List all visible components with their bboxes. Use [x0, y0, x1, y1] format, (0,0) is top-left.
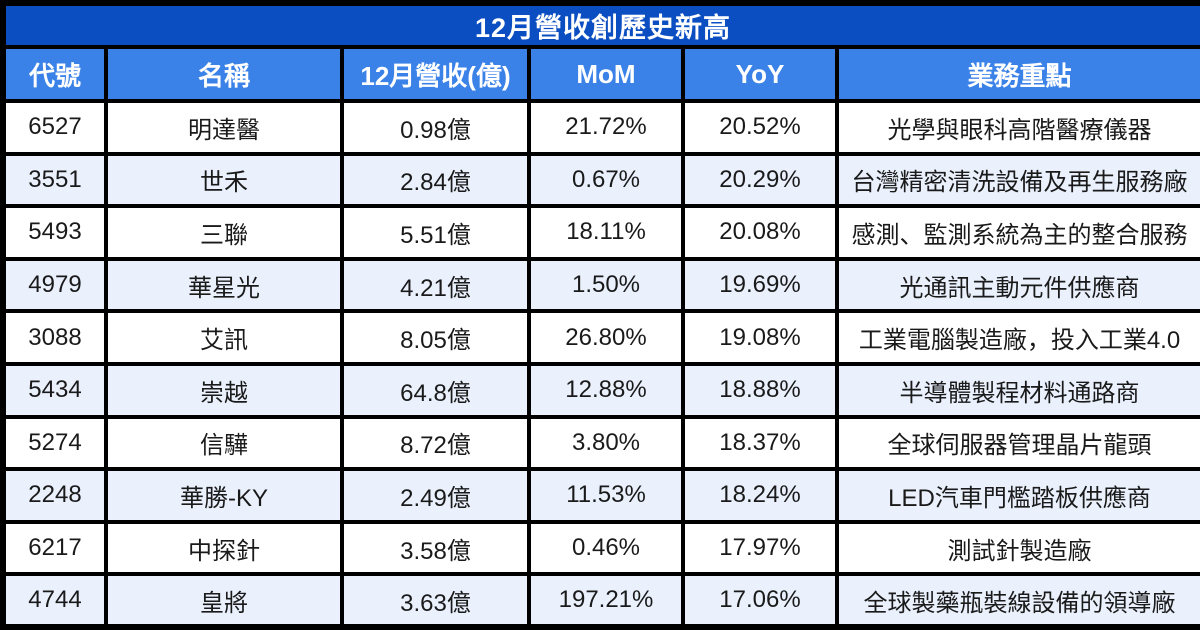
table-cell: 全球伺服器管理晶片龍頭 — [834, 414, 1200, 472]
table-cell: 20.29% — [681, 151, 839, 209]
table-cell: 18.24% — [681, 467, 839, 524]
column-header: MoM — [527, 45, 685, 103]
table-cell: 1.50% — [527, 256, 685, 314]
table-cell: 3551 — [1, 151, 108, 209]
table-cell: 19.69% — [681, 256, 839, 314]
table-cell: 三聯 — [104, 204, 344, 261]
table-cell: 華勝-KY — [104, 467, 344, 524]
table-cell: 崇越 — [104, 361, 344, 419]
table-cell: 17.06% — [681, 572, 839, 629]
table-cell: 光通訊主動元件供應商 — [834, 256, 1200, 314]
table-cell: 18.88% — [681, 361, 839, 419]
table-cell: 5493 — [1, 204, 108, 261]
column-header: 代號 — [1, 45, 108, 103]
table-cell: 17.97% — [681, 519, 839, 577]
table-cell: 台灣精密清洗設備及再生服務廠 — [834, 151, 1200, 209]
table-cell: 6527 — [1, 99, 108, 156]
table-cell: 4744 — [1, 572, 108, 629]
table-cell: 明達醫 — [104, 99, 344, 156]
table-cell: 18.11% — [527, 204, 685, 261]
table-cell: 工業電腦製造廠，投入工業4.0 — [834, 309, 1200, 366]
table-cell: 4.21億 — [340, 256, 531, 314]
table-cell: 8.05億 — [340, 309, 531, 366]
column-header: 名稱 — [104, 45, 344, 103]
column-header: 業務重點 — [834, 45, 1200, 103]
table-cell: 3.58億 — [340, 519, 531, 577]
table-cell: 20.52% — [681, 99, 839, 156]
table-cell: 0.67% — [527, 151, 685, 209]
table-row: 3088 艾訊 8.05億 26.80% 19.08% 工業電腦製造廠，投入工業4.0 — [1, 309, 1200, 366]
table-row: 6527 明達醫 0.98億 21.72% 20.52% 光學與眼科高階醫療儀器 — [1, 99, 1200, 156]
table-cell: 4979 — [1, 256, 108, 314]
table-cell: 世禾 — [104, 151, 344, 209]
table-cell: 26.80% — [527, 309, 685, 366]
table-cell: 3.80% — [527, 414, 685, 472]
table-cell: 6217 — [1, 519, 108, 577]
table-cell: 8.72億 — [340, 414, 531, 472]
table-cell: 5.51億 — [340, 204, 531, 261]
table-row: 6217 中探針 3.58億 0.46% 17.97% 測試針製造廠 — [1, 519, 1200, 577]
table-header-row: 代號 名稱 12月營收(億) MoM YoY 業務重點 — [1, 45, 1200, 103]
table-cell: 19.08% — [681, 309, 839, 366]
table-row: 3551 世禾 2.84億 0.67% 20.29% 台灣精密清洗設備及再生服務廠 — [1, 151, 1200, 209]
table-cell: 12.88% — [527, 361, 685, 419]
table-cell: 皇將 — [104, 572, 344, 629]
table-cell: 2.49億 — [340, 467, 531, 524]
table-cell: 5434 — [1, 361, 108, 419]
table-cell: 64.8億 — [340, 361, 531, 419]
table-cell: 艾訊 — [104, 309, 344, 366]
page-title: 12月營收創歷史新高 — [0, 1, 1200, 49]
table-cell: 18.37% — [681, 414, 839, 472]
column-header: YoY — [681, 45, 839, 103]
table-row: 4744 皇將 3.63億 197.21% 17.06% 全球製藥瓶裝線設備的領導廠 — [1, 572, 1200, 629]
table-cell: 11.53% — [527, 467, 685, 524]
table-cell: 中探針 — [104, 519, 344, 577]
table-row: 2248 華勝-KY 2.49億 11.53% 18.24% LED汽車門檻踏板供應商 — [1, 467, 1200, 524]
table-cell: 2248 — [1, 467, 108, 524]
table-cell: 測試針製造廠 — [834, 519, 1200, 577]
table-row: 5434 崇越 64.8億 12.88% 18.88% 半導體製程材料通路商 — [1, 361, 1200, 419]
column-header: 12月營收(億) — [340, 45, 531, 103]
table-cell: 20.08% — [681, 204, 839, 261]
table-cell: 0.46% — [527, 519, 685, 577]
table-cell: 3088 — [1, 309, 108, 366]
table-cell: 半導體製程材料通路商 — [834, 361, 1200, 419]
table-cell: 0.98億 — [340, 99, 531, 156]
table-body: 6527 明達醫 0.98億 21.72% 20.52% 光學與眼科高階醫療儀器 3551 世… — [1, 99, 1200, 629]
table-cell: 21.72% — [527, 99, 685, 156]
table-cell: 感測、監測系統為主的整合服務 — [834, 204, 1200, 261]
table-cell: 信驊 — [104, 414, 344, 472]
table-cell: 5274 — [1, 414, 108, 472]
table-cell: 光學與眼科高階醫療儀器 — [834, 99, 1200, 156]
table-row: 4979 華星光 4.21億 1.50% 19.69% 光通訊主動元件供應商 — [1, 256, 1200, 314]
table-cell: 2.84億 — [340, 151, 531, 209]
table-cell: 全球製藥瓶裝線設備的領導廠 — [834, 572, 1200, 629]
table-row: 5493 三聯 5.51億 18.11% 20.08% 感測、監測系統為主的整合服務 — [1, 204, 1200, 261]
table-cell: 華星光 — [104, 256, 344, 314]
table-cell: 3.63億 — [340, 572, 531, 629]
table-cell: LED汽車門檻踏板供應商 — [834, 467, 1200, 524]
table-cell: 197.21% — [527, 572, 685, 629]
table-title-row: 12月營收創歷史新高 — [0, 1, 1200, 49]
table-row: 5274 信驊 8.72億 3.80% 18.37% 全球伺服器管理晶片龍頭 — [1, 414, 1200, 472]
